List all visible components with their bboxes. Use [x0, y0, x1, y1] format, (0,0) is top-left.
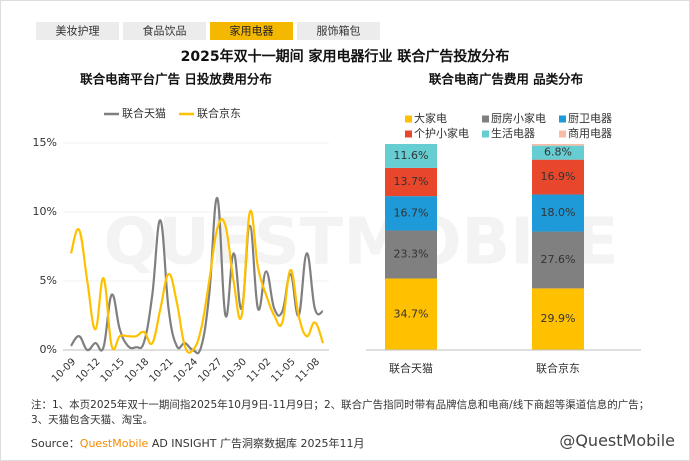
data-label: 16.9% [541, 170, 576, 183]
x-tick-label: 11-08 [294, 356, 322, 384]
x-tick-label: 11-02 [245, 356, 273, 384]
tab-label: 美妆护理 [56, 24, 100, 38]
legend-label: 个护小家电 [414, 126, 469, 140]
source-label: Source： [31, 437, 80, 450]
legend-label: 厨卫电器 [568, 112, 612, 125]
line-series [70, 197, 324, 355]
x-tick-label: 10-21 [147, 356, 175, 384]
bar-segment [532, 159, 584, 195]
data-label: 13.7% [394, 175, 429, 188]
bar-segment [385, 278, 437, 350]
x-tick-label: 10-30 [221, 356, 249, 384]
legend-swatch [405, 115, 412, 123]
x-tick-label: 10-09 [50, 356, 78, 384]
tab-label: 家用电器 [230, 24, 274, 38]
legend-label: 生活电器 [491, 126, 535, 140]
source: Source：QuestMobile AD INSIGHT 广告洞察数据库 20… [31, 435, 365, 451]
tab-label: 食品饮品 [143, 24, 187, 38]
bar-segment [385, 167, 437, 197]
data-label: 29.9% [541, 312, 576, 325]
legend-label: 联合京东 [197, 106, 241, 120]
chart-title: 联合电商广告费用 品类分布 [429, 72, 584, 87]
data-label: 11.6% [394, 149, 429, 162]
y-tick-label: 10% [33, 205, 57, 218]
data-label: 27.6% [541, 253, 576, 266]
legend-label: 厨房小家电 [491, 111, 546, 125]
bar-segment [532, 144, 584, 146]
tab [297, 22, 380, 40]
legend-swatch [559, 115, 566, 123]
tab [123, 22, 206, 40]
data-label: 34.7% [394, 307, 429, 320]
bar-segment [385, 230, 437, 279]
note: 注：1、本页2025年双十一期间指2025年10月9日-11月9日；2、联合广告… [31, 399, 650, 426]
data-label: 18.0% [541, 206, 576, 219]
y-tick-label: 0% [40, 343, 57, 356]
line-series [69, 209, 325, 354]
bar-segment [385, 144, 437, 168]
x-tick-label: 联合京东 [536, 361, 580, 375]
data-label: 23.3% [394, 248, 429, 261]
x-tick-label: 10-12 [74, 356, 102, 384]
source-text: AD INSIGHT 广告洞察数据库 2025年11月 [151, 437, 365, 450]
legend-label: 联合天猫 [122, 106, 166, 120]
source-brand: QuestMobile [79, 437, 149, 450]
x-tick-label: 10-24 [172, 356, 200, 384]
x-tick-label: 10-18 [123, 356, 151, 384]
data-label: 16.7% [394, 206, 429, 219]
chart-title: 联合电商平台广告 日投放费用分布 [80, 72, 272, 87]
legend-swatch [559, 130, 566, 138]
bar-segment [532, 145, 584, 160]
legend-swatch [482, 130, 489, 138]
data-label: 6.8% [544, 146, 572, 159]
legend-swatch [405, 130, 412, 138]
tab-label: 服饰箱包 [317, 24, 361, 38]
bar-segment [385, 196, 437, 231]
bar-segment [532, 231, 584, 289]
legend-label: 大家电 [414, 111, 447, 125]
legend-label: 商用电器 [568, 126, 612, 140]
tab [36, 22, 119, 40]
y-tick-label: 5% [40, 274, 57, 287]
x-tick-label: 联合天猫 [389, 361, 433, 375]
x-tick-label: 11-05 [269, 356, 297, 384]
credit: @QuestMobile [559, 431, 675, 450]
page-title: 2025年双十一期间 家用电器行业 联合广告投放分布 [181, 48, 510, 65]
bar-segment [532, 288, 584, 350]
x-tick-label: 10-27 [196, 356, 224, 384]
x-tick-label: 10-15 [99, 356, 127, 384]
bar-segment [532, 194, 584, 232]
legend-swatch [482, 115, 489, 123]
y-tick-label: 15% [33, 136, 57, 149]
tab [210, 22, 293, 40]
